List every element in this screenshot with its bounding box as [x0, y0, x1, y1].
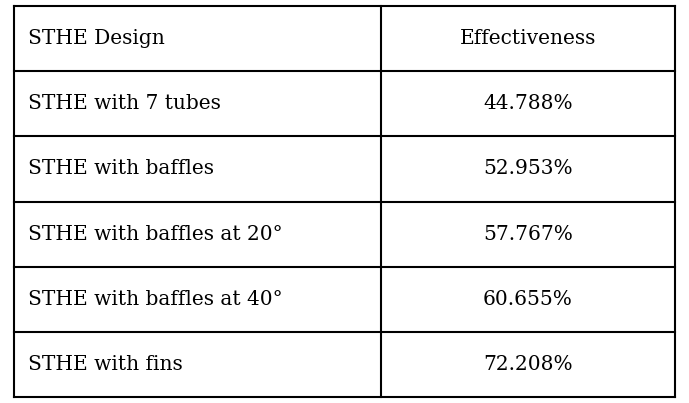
Text: STHE with baffles: STHE with baffles — [28, 160, 214, 179]
Text: Effectiveness: Effectiveness — [460, 29, 596, 48]
Text: 57.767%: 57.767% — [483, 224, 573, 243]
Text: STHE with fins: STHE with fins — [28, 355, 183, 374]
Text: STHE with 7 tubes: STHE with 7 tubes — [28, 94, 221, 113]
Text: 72.208%: 72.208% — [483, 355, 573, 374]
Text: 52.953%: 52.953% — [483, 160, 573, 179]
Text: 60.655%: 60.655% — [483, 290, 573, 309]
Text: 44.788%: 44.788% — [483, 94, 573, 113]
Text: STHE with baffles at 40°: STHE with baffles at 40° — [28, 290, 282, 309]
Text: STHE with baffles at 20°: STHE with baffles at 20° — [28, 224, 282, 243]
Text: STHE Design: STHE Design — [28, 29, 165, 48]
